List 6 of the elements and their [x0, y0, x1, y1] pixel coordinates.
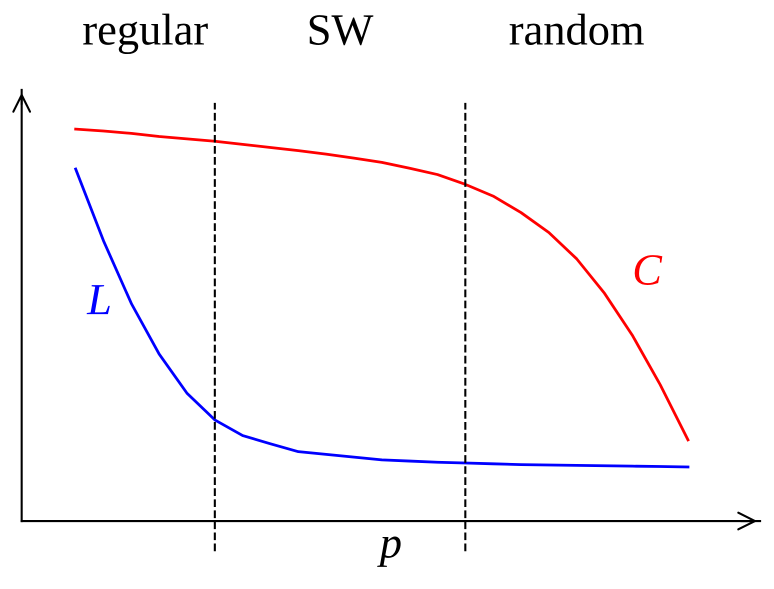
x-axis-title: p: [377, 536, 401, 567]
text: regular: [83, 14, 208, 54]
text: random: [510, 14, 644, 45]
text: SW: [310, 15, 374, 46]
series-label: L: [86, 285, 110, 314]
series-label: C: [634, 255, 662, 285]
